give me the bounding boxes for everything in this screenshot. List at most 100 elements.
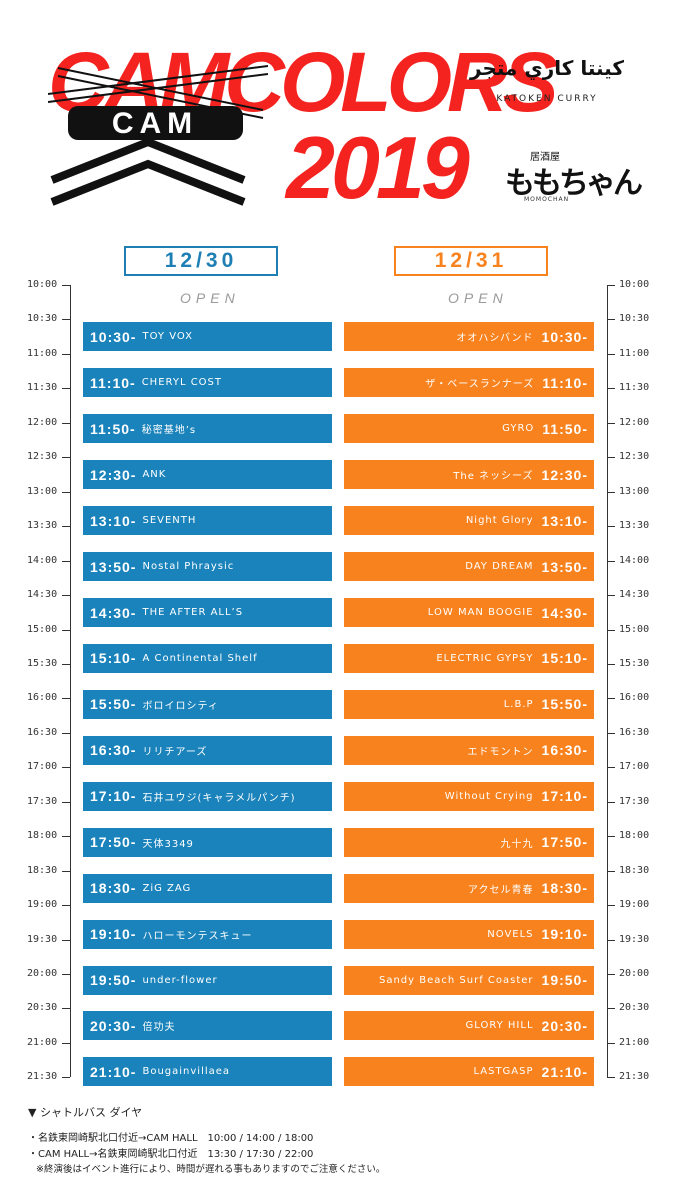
time-tick — [62, 491, 70, 493]
performance-slot: 11:10- CHERYL COST — [83, 368, 332, 398]
time-tick — [62, 905, 70, 907]
artist-name: ELECTRIC GYPSY — [436, 652, 534, 664]
time-label: 14:00 — [619, 554, 650, 566]
time-label: 14:00 — [27, 554, 58, 566]
time-tick — [607, 353, 615, 355]
slot-time: 11:10- — [542, 374, 588, 391]
time-tick — [607, 560, 615, 562]
slot-time: 17:10- — [541, 788, 588, 805]
sponsor-momochan: ももちゃん — [505, 166, 643, 201]
slot-time: 20:30- — [90, 1017, 137, 1034]
time-tick — [62, 974, 70, 975]
artist-name: ZiG ZAG — [142, 882, 192, 894]
time-label: 13:00 — [619, 485, 650, 497]
time-tick — [62, 836, 70, 838]
cam-logo-text: CAM — [112, 107, 198, 140]
time-tick — [62, 698, 70, 700]
artist-name: Nostal Phraysic — [142, 561, 235, 573]
time-label: 17:30 — [27, 795, 58, 807]
time-tick — [607, 526, 615, 528]
time-tick — [607, 285, 615, 286]
performance-slot: オオハシバンド 10:30- — [344, 322, 594, 352]
time-label: 16:30 — [619, 726, 650, 738]
artist-name: THE AFTER ALL’S — [142, 607, 244, 619]
time-label: 21:00 — [619, 1036, 650, 1048]
slot-time: 12:30- — [541, 466, 588, 483]
time-label: 19:00 — [619, 899, 650, 911]
artist-name: Without Crying — [444, 790, 534, 802]
time-label: 10:30 — [619, 313, 650, 325]
artist-name: Night Glory — [465, 515, 534, 527]
time-tick — [62, 422, 70, 424]
time-tick — [607, 698, 615, 700]
slot-time: 17:50- — [541, 834, 588, 851]
time-tick — [607, 491, 615, 493]
slot-time: 10:30- — [541, 328, 588, 345]
slot-time: 19:10- — [90, 926, 137, 943]
time-label: 12:00 — [619, 416, 650, 428]
time-tick — [62, 1008, 70, 1010]
slot-time: 16:30- — [541, 742, 588, 759]
time-tick — [62, 939, 70, 941]
performance-slot: LOW MAN BOOGIE 14:30- — [344, 598, 594, 628]
slot-time: 13:10- — [90, 512, 137, 529]
artist-name: オオハシバンド — [456, 333, 534, 345]
shuttle-bus-line-1: ・名鉄東岡崎駅北口付近→CAM HALL 10:00 / 14:00 / 18:… — [28, 1133, 314, 1144]
time-label: 19:30 — [619, 933, 650, 945]
slot-time: 21:10- — [90, 1063, 137, 1080]
slot-time: 17:50- — [90, 834, 137, 851]
performance-slot: 17:50- 天体3349 — [83, 827, 332, 857]
sponsor-momochan-label: 居酒屋 — [530, 152, 560, 163]
time-tick — [607, 319, 615, 321]
artist-name: ハローモンテスキュー — [142, 930, 253, 942]
time-tick — [607, 1008, 615, 1010]
performance-slot: NOVELS 19:10- — [344, 919, 594, 949]
artist-name: ボロイロシティ — [142, 700, 219, 712]
time-axis-left — [70, 285, 71, 1077]
slot-time: 19:50- — [541, 972, 588, 989]
artist-name: アクセル青春 — [468, 884, 534, 896]
slot-time: 18:30- — [90, 880, 137, 897]
slot-time: 17:10- — [90, 788, 137, 805]
time-tick — [62, 629, 70, 631]
time-axis-right — [607, 285, 608, 1077]
artist-name: LOW MAN BOOGIE — [427, 607, 534, 619]
artist-name: SEVENTH — [142, 515, 197, 527]
performance-slot: 11:50- 秘密基地’s — [83, 414, 332, 444]
time-tick — [607, 767, 615, 769]
time-label: 13:00 — [27, 485, 58, 497]
cam-logo-icon: CAM — [48, 65, 268, 206]
time-label: 14:30 — [27, 589, 58, 601]
time-tick — [607, 388, 615, 390]
slot-time: 11:50- — [90, 420, 136, 437]
time-tick — [607, 974, 615, 975]
time-label: 12:30 — [619, 451, 650, 463]
performance-slot: LASTGASP 21:10- — [344, 1057, 594, 1087]
time-tick — [607, 939, 615, 941]
time-tick — [62, 353, 70, 355]
performance-slot: 16:30- リリチアーズ — [83, 735, 332, 765]
performance-slot: DAY DREAM 13:50- — [344, 552, 594, 582]
time-label: 19:00 — [27, 899, 58, 911]
time-tick — [62, 388, 70, 390]
time-tick — [607, 1077, 615, 1079]
performance-slot: 15:50- ボロイロシティ — [83, 689, 332, 719]
time-label: 20:00 — [27, 968, 58, 979]
time-label: 12:00 — [27, 416, 58, 428]
time-tick — [62, 732, 70, 734]
time-label: 18:00 — [27, 830, 58, 842]
time-label: 19:30 — [27, 933, 58, 945]
time-label: 15:00 — [27, 623, 58, 635]
time-label: 18:00 — [619, 830, 650, 842]
slot-time: 15:50- — [541, 696, 588, 713]
slot-time: 10:30- — [90, 328, 137, 345]
shuttle-bus-note: ※終演後はイベント進行により、時間が遅れる事もありますのでご注意ください。 — [36, 1164, 386, 1175]
time-label: 13:30 — [27, 520, 58, 532]
open-label-day2: OPEN — [448, 290, 508, 306]
time-tick — [62, 663, 70, 665]
time-label: 16:00 — [619, 692, 650, 704]
artist-name: LASTGASP — [473, 1066, 534, 1078]
performance-slot: 九十九 17:50- — [344, 827, 594, 857]
slot-time: 11:10- — [90, 374, 136, 391]
time-label: 15:00 — [619, 623, 650, 635]
